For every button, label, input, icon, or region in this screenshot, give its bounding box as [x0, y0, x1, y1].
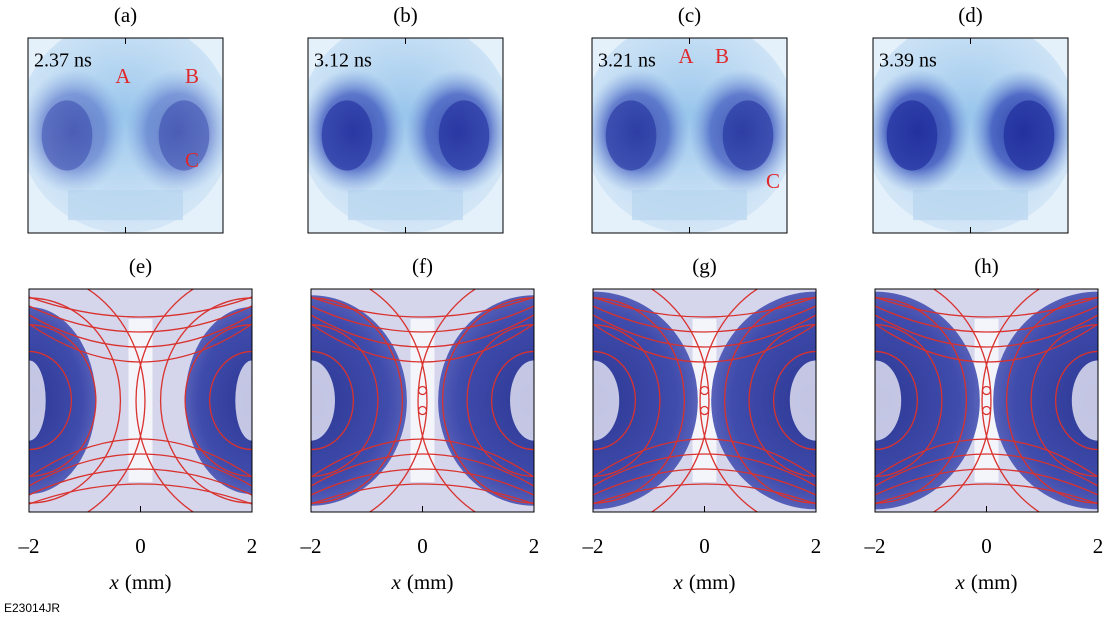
x-axis-label: x(mm) [391, 570, 454, 594]
lobe-core [322, 100, 373, 170]
lobe-core [1004, 100, 1055, 170]
x-tick-label: 0 [699, 534, 710, 558]
panel-label: (c) [678, 3, 701, 27]
panel-label: (e) [129, 254, 152, 278]
x-tick-label: 2 [1093, 534, 1104, 558]
x-tick-label: –2 [582, 534, 604, 558]
axis-variable: x [391, 570, 402, 594]
panel-label: (b) [393, 3, 418, 27]
x-tick-label: –2 [300, 534, 322, 558]
image-core [411, 319, 435, 482]
x-tick-label: –2 [864, 534, 886, 558]
axis-variable: x [955, 570, 966, 594]
axis-variable: x [673, 570, 684, 594]
image-haze [913, 190, 1028, 220]
x-tick-label: 2 [247, 534, 258, 558]
x-tick-label: 0 [981, 534, 992, 558]
time-label: 3.12 ns [314, 50, 372, 72]
x-tick-label: 0 [135, 534, 146, 558]
time-label: 3.39 ns [879, 50, 937, 72]
lobe-core [887, 100, 938, 170]
x-axis-label: x(mm) [109, 570, 172, 594]
axis-variable: x [109, 570, 120, 594]
panel-label: (a) [114, 3, 137, 27]
image-haze [68, 190, 183, 220]
image-haze [632, 190, 747, 220]
time-label: 3.21 ns [598, 50, 656, 72]
panel-label: (f) [412, 254, 433, 278]
feature-marker: A [115, 64, 131, 88]
panel-label: (g) [692, 254, 717, 278]
feature-marker: B [185, 64, 199, 88]
feature-marker: C [766, 169, 780, 193]
lobe-core [723, 100, 774, 170]
feature-marker: B [715, 44, 729, 68]
figure: E23014JR (a)2.37 nsABC(b)3.12 ns(c)3.21 … [0, 0, 1108, 621]
time-label: 2.37 ns [34, 50, 92, 72]
lobe-core [606, 100, 657, 170]
axis-unit: (mm) [125, 570, 172, 594]
feature-marker: C [185, 148, 199, 172]
axis-unit: (mm) [689, 570, 736, 594]
x-axis-label: x(mm) [673, 570, 736, 594]
axis-unit: (mm) [971, 570, 1018, 594]
figure-id: E23014JR [4, 601, 60, 615]
panel-label: (h) [974, 254, 999, 278]
simulation-image [477, 271, 932, 530]
x-tick-label: 0 [417, 534, 428, 558]
x-axis-label: x(mm) [955, 570, 1018, 594]
feature-marker: A [678, 44, 694, 68]
x-tick-label: 2 [811, 534, 822, 558]
x-tick-label: 2 [529, 534, 540, 558]
simulation-image [195, 271, 650, 530]
axis-unit: (mm) [407, 570, 454, 594]
image-core [129, 319, 153, 482]
image-haze [348, 190, 463, 220]
panel-label: (d) [958, 3, 983, 27]
x-tick-label: –2 [18, 534, 40, 558]
lobe-core [42, 100, 93, 170]
lobe-core [439, 100, 490, 170]
